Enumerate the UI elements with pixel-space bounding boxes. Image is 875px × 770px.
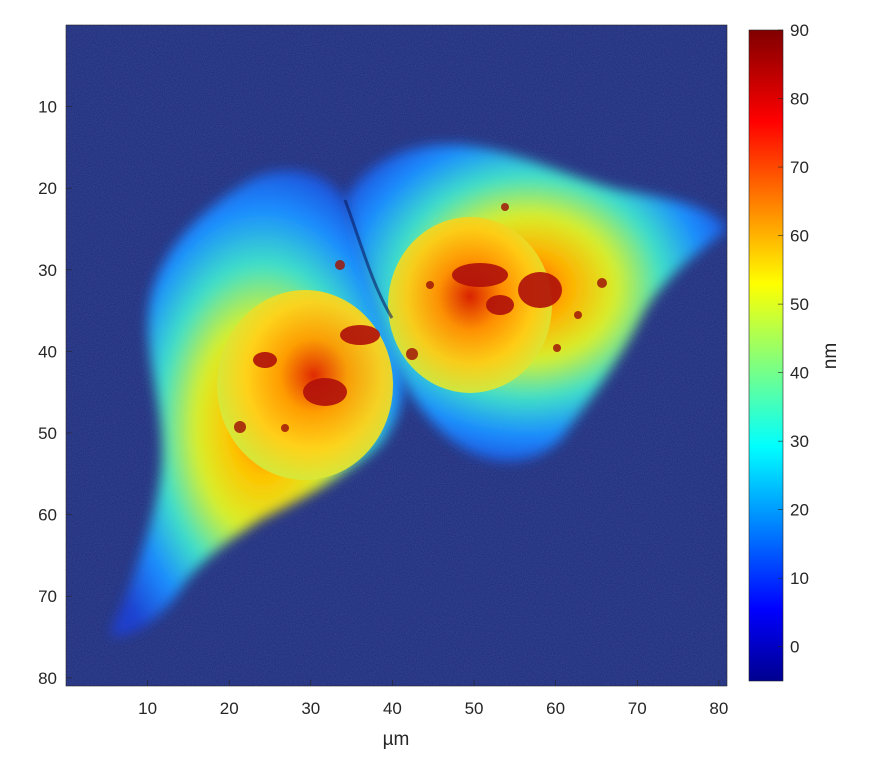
y-tick-label: 70 bbox=[38, 587, 57, 606]
y-tick-label: 50 bbox=[38, 424, 57, 443]
x-tick-label: 60 bbox=[546, 699, 565, 718]
colorbar-tick-label: 60 bbox=[790, 227, 809, 246]
x-tick-label: 80 bbox=[709, 699, 728, 718]
colorbar bbox=[748, 29, 784, 682]
afm-image bbox=[66, 25, 727, 686]
colorbar-ticks: 0 10 20 30 40 50 60 70 80 90 bbox=[778, 21, 809, 657]
x-tick-label: 50 bbox=[465, 699, 484, 718]
right-nucleus bbox=[388, 217, 552, 393]
y-tick-label: 10 bbox=[38, 98, 57, 117]
colorbar-tick-label: 20 bbox=[790, 501, 809, 520]
x-tick-label: 70 bbox=[628, 699, 647, 718]
nucleoli bbox=[253, 263, 562, 406]
y-tick-label: 30 bbox=[38, 261, 57, 280]
colorbar-tick-label: 30 bbox=[790, 432, 809, 451]
x-tick-label: 40 bbox=[383, 699, 402, 718]
colorbar-tick-label: 10 bbox=[790, 569, 809, 588]
colorbar-tick-label: 50 bbox=[790, 295, 809, 314]
cell-boundary bbox=[343, 199, 394, 319]
x-tick-label: 30 bbox=[301, 699, 320, 718]
image-frame bbox=[65, 24, 728, 687]
y-tick-label: 80 bbox=[38, 669, 57, 688]
colorbar-tick-label: 70 bbox=[790, 158, 809, 177]
granules bbox=[234, 203, 607, 433]
x-axis-label: µm bbox=[383, 729, 410, 750]
colorbar-tick-label: 0 bbox=[790, 638, 799, 657]
colorbar-label: nm bbox=[820, 343, 841, 369]
y-axis-ticks: 10 20 30 40 50 60 70 80 bbox=[38, 98, 72, 688]
colorbar-tick-label: 80 bbox=[790, 90, 809, 109]
colorbar-tick-label: 90 bbox=[790, 21, 809, 40]
x-tick-label: 20 bbox=[220, 699, 239, 718]
x-tick-label: 10 bbox=[138, 699, 157, 718]
left-nucleus bbox=[217, 290, 393, 480]
x-axis-ticks: 10 20 30 40 50 60 70 80 bbox=[138, 680, 728, 718]
y-tick-label: 60 bbox=[38, 506, 57, 525]
y-tick-label: 20 bbox=[38, 179, 57, 198]
y-tick-label: 40 bbox=[38, 342, 57, 361]
colorbar-tick-label: 40 bbox=[790, 364, 809, 383]
